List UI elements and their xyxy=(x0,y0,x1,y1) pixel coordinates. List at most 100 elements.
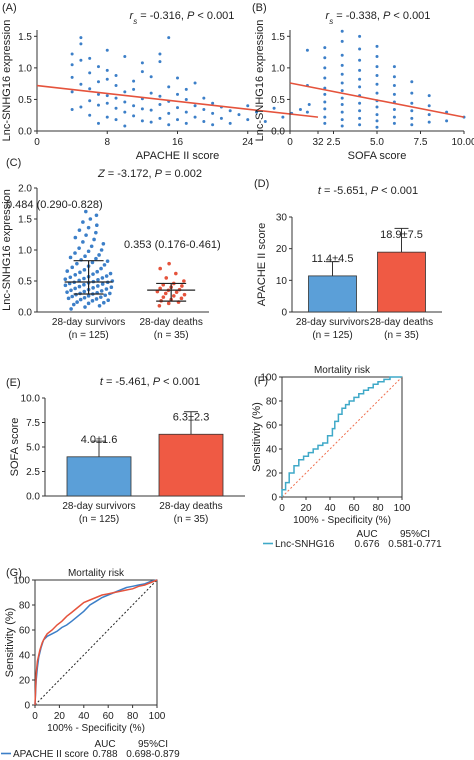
panel-a-point xyxy=(237,113,241,117)
panel-g-panel-label: (G) xyxy=(6,567,22,579)
panel-a-point xyxy=(281,115,285,119)
panel-a-point xyxy=(132,87,136,91)
panel-g-ylabel: Sensitivity (%) xyxy=(4,608,16,678)
panel-d-category-n: (n = 125) xyxy=(312,330,352,341)
panel-a-point xyxy=(158,116,162,120)
panel-b-point xyxy=(392,65,396,69)
panel-c-point xyxy=(77,284,82,289)
panel-a-point xyxy=(132,79,136,83)
panel-c-point xyxy=(108,271,113,276)
panel-a-point xyxy=(211,111,215,115)
panel-g-legend-header: 95%CI xyxy=(138,739,168,750)
panel-b-point xyxy=(340,89,344,93)
panel-b-point xyxy=(305,48,309,52)
panel-a-xtick-label: 24 xyxy=(242,137,254,148)
panel-b-ytick-label: 0.5 xyxy=(271,95,285,106)
panel-a-point xyxy=(79,105,83,109)
panel-c-point xyxy=(104,287,109,291)
panel-f-xtick-label: 60 xyxy=(348,503,360,514)
panel-f-legend-auc: 0.676 xyxy=(354,539,379,550)
panel-a-point xyxy=(228,109,232,113)
panel-c-point xyxy=(95,269,100,274)
panel-c-ytick-label: 0.5 xyxy=(18,277,32,288)
panel-b-point xyxy=(323,86,327,90)
panel-g-reference-line xyxy=(34,579,158,706)
panel-b-xtick-label: 2.5 xyxy=(327,137,341,148)
panel-a-point xyxy=(184,121,188,125)
stat-part: Z xyxy=(97,168,106,180)
panel-b-point xyxy=(410,101,414,105)
panel-c-point xyxy=(84,209,88,214)
panel-b-point xyxy=(323,76,327,80)
panel-c-point xyxy=(82,289,87,294)
panel-c-point xyxy=(77,246,81,250)
panel-a-point xyxy=(193,115,197,119)
panel-d-ytick-label: 0 xyxy=(281,308,287,319)
panel-b-stat: rs = -0.338, P < 0.001 xyxy=(326,10,431,26)
panel-b-point xyxy=(323,121,327,125)
panel-c-point xyxy=(101,242,106,246)
panel-a-point xyxy=(167,36,171,40)
panel-a-point xyxy=(114,96,118,100)
panel-a-point xyxy=(70,52,74,56)
panel-a-point xyxy=(140,119,144,123)
stat-part: < 0.001 xyxy=(160,376,200,388)
panel-b-point xyxy=(323,100,327,104)
panel-c-category-label: 28-day survivors xyxy=(52,317,125,328)
panel-a-point xyxy=(79,82,83,86)
panel-b-point xyxy=(375,73,379,77)
panel-b-xtick-label: 5.0 xyxy=(370,137,384,148)
panel-c-ytick-label: 2.0 xyxy=(18,184,32,195)
panel-b-point xyxy=(340,63,344,67)
panel-c-point xyxy=(78,270,82,275)
panel-b-point xyxy=(410,109,414,113)
panel-a-point xyxy=(96,103,100,107)
panel-c-point xyxy=(75,261,79,266)
panel-e-stat: t = -5.461, P < 0.001 xyxy=(100,376,200,388)
panel-e-category-label: 28-day deaths xyxy=(159,501,222,512)
stat-part: s xyxy=(329,17,333,26)
panel-c-ytick-label: 1.0 xyxy=(18,246,32,257)
panel-a-point xyxy=(158,102,162,106)
panel-a-point xyxy=(105,115,109,119)
panel-c-value-label: 0.484 (0.290-0.828) xyxy=(6,199,103,211)
panel-c-point xyxy=(97,253,101,257)
panel-g-xtick-label: 20 xyxy=(54,711,66,722)
panel-b-point xyxy=(305,110,309,114)
panel-c-point xyxy=(158,286,162,291)
panel-b-point xyxy=(323,66,327,70)
panel-a-point xyxy=(123,55,127,59)
panel-a-ytick-label: 0.5 xyxy=(18,95,32,106)
panel-b-point xyxy=(375,55,379,59)
panel-a-point xyxy=(228,121,232,125)
panel-c-category-label: 28-day deaths xyxy=(139,317,202,328)
panel-g-ytick-label: 0 xyxy=(24,701,30,712)
panel-a-point xyxy=(149,75,153,79)
panel-b-point xyxy=(358,68,362,72)
stat-part: P xyxy=(153,376,161,388)
panel-f-xlabel: 100% - Specificity (%) xyxy=(293,515,391,526)
panel-c-point xyxy=(63,277,68,281)
stat-part: t xyxy=(318,185,322,197)
stat-part: = -5.651, xyxy=(321,185,371,197)
panel-c-category-n: (n = 125) xyxy=(68,330,108,341)
stat-part: < 0.001 xyxy=(194,10,234,22)
panel-c-point xyxy=(82,295,87,300)
panel-b-point xyxy=(358,77,362,81)
stat-part: P xyxy=(383,10,391,22)
panel-b-point xyxy=(340,124,344,128)
panel-b-point xyxy=(340,110,344,114)
panel-e-ytick-label: 5.0 xyxy=(26,443,40,454)
panel-c-ylabel: Lnc-SNHG16 expression xyxy=(1,189,13,311)
panel-c-point xyxy=(68,255,73,260)
panel-f-ytick-label: 0 xyxy=(271,493,277,504)
panel-e-bar xyxy=(158,433,224,497)
panel-c-point xyxy=(164,276,169,280)
panel-c-point xyxy=(166,301,171,306)
panel-a-point xyxy=(298,108,302,112)
panel-b-point xyxy=(323,56,327,60)
panel-b-point xyxy=(427,94,431,98)
panel-c-point xyxy=(70,294,75,299)
panel-f-frame xyxy=(281,376,403,498)
panel-c-point xyxy=(174,290,179,294)
